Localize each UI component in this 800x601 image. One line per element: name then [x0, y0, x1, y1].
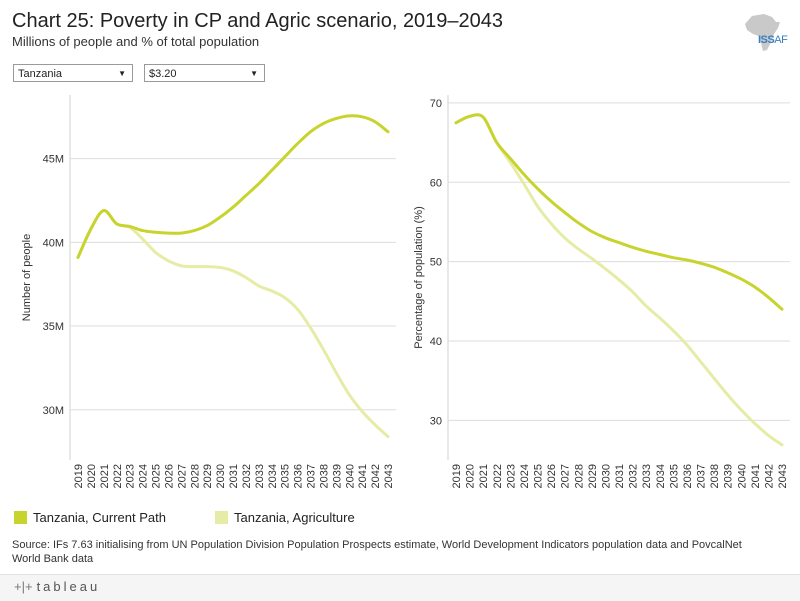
x-tick-label: 2020 — [465, 464, 477, 488]
x-tick-label: 2020 — [86, 464, 98, 488]
x-tick-label: 2037 — [696, 464, 708, 488]
x-tick-label: 2036 — [682, 464, 694, 488]
x-tick-label: 2032 — [628, 464, 640, 488]
x-tick-label: 2035 — [668, 464, 680, 488]
x-tick-label: 2036 — [293, 464, 305, 488]
series-line-current-path[interactable] — [76, 114, 390, 259]
x-tick-label: 2040 — [736, 464, 748, 488]
x-tick-label: 2026 — [546, 464, 558, 488]
x-tick-label: 2022 — [492, 464, 504, 488]
x-tick-label: 2023 — [505, 464, 517, 488]
x-tick-label: 2039 — [723, 464, 735, 488]
x-tick-label: 2024 — [138, 464, 150, 488]
chart-title: Chart 25: Poverty in CP and Agric scenar… — [12, 10, 504, 32]
legend-item-agriculture[interactable]: Tanzania, Agriculture — [215, 510, 355, 525]
africa-map-logo-icon — [745, 14, 780, 51]
legend-label-agriculture: Tanzania, Agriculture — [234, 510, 355, 525]
x-tick-label: 2042 — [370, 464, 382, 488]
tableau-logo[interactable]: +|+ tableau — [14, 579, 100, 594]
x-tick-label: 2027 — [176, 464, 188, 488]
x-tick-label: 2019 — [451, 464, 463, 488]
dropdown-arrow-icon: ▼ — [250, 69, 258, 78]
x-tick-label: 2038 — [318, 464, 330, 488]
y-tick-label: 40M — [43, 237, 64, 249]
x-tick-label: 2029 — [202, 464, 214, 488]
threshold-select-value: $3.20 — [149, 68, 177, 80]
x-tick-label: 2033 — [254, 464, 266, 488]
x-tick-label: 2023 — [125, 464, 137, 488]
x-tick-label: 2025 — [151, 464, 163, 488]
country-select[interactable]: Tanzania ▼ — [13, 64, 133, 82]
source-note: Source: IFs 7.63 initialising from UN Po… — [12, 539, 742, 562]
y-tick-label: 30 — [430, 415, 442, 427]
x-tick-label: 2021 — [478, 464, 490, 488]
x-tick-label: 2024 — [519, 464, 531, 488]
x-tick-label: 2037 — [306, 464, 318, 488]
y-tick-label: 30M — [43, 405, 64, 417]
dropdown-arrow-icon: ▼ — [118, 69, 126, 78]
tableau-footer: +|+ tableau — [0, 574, 800, 601]
x-tick-label: 2028 — [189, 464, 201, 488]
series-line-agriculture[interactable] — [454, 113, 784, 447]
x-tick-label: 2025 — [533, 464, 545, 488]
x-tick-label: 2031 — [614, 464, 626, 488]
x-tick-label: 2041 — [750, 464, 762, 488]
x-tick-label: 2039 — [331, 464, 343, 488]
tableau-plus-icon: +|+ — [14, 579, 33, 594]
y-tick-label: 35M — [43, 321, 64, 333]
x-tick-label: 2041 — [357, 464, 369, 488]
y-tick-label: 50 — [430, 257, 442, 269]
x-tick-label: 2034 — [267, 464, 279, 488]
y-axis-title: Number of people — [21, 234, 33, 321]
legend-label-current-path: Tanzania, Current Path — [33, 510, 166, 525]
x-tick-label: 2038 — [709, 464, 721, 488]
x-tick-label: 2026 — [163, 464, 175, 488]
x-tick-label: 2035 — [280, 464, 292, 488]
y-tick-label: 45M — [43, 154, 64, 166]
legend-swatch-current-path — [14, 511, 27, 524]
chart-subtitle: Millions of people and % of total popula… — [12, 34, 260, 49]
x-tick-label: 2022 — [112, 464, 124, 488]
series-line-current-path[interactable] — [454, 113, 784, 311]
legend-item-current-path[interactable]: Tanzania, Current Path — [14, 510, 166, 525]
x-tick-label: 2028 — [573, 464, 585, 488]
x-tick-label: 2030 — [600, 464, 612, 488]
y-axis-title: Percentage of population (%) — [413, 206, 425, 348]
x-tick-label: 2033 — [641, 464, 653, 488]
x-tick-label: 2021 — [99, 464, 111, 488]
threshold-select[interactable]: $3.20 ▼ — [144, 64, 265, 82]
x-tick-label: 2027 — [560, 464, 572, 488]
y-tick-label: 70 — [430, 98, 442, 110]
country-select-value: Tanzania — [18, 68, 63, 80]
legend-swatch-agriculture — [215, 511, 228, 524]
x-tick-label: 2032 — [241, 464, 253, 488]
x-tick-label: 2043 — [777, 464, 789, 488]
x-tick-label: 2043 — [383, 464, 395, 488]
tableau-brand: tableau — [36, 579, 101, 594]
x-tick-label: 2042 — [763, 464, 775, 488]
x-tick-label: 2030 — [215, 464, 227, 488]
x-tick-label: 2019 — [73, 464, 85, 488]
logo-text: ISSAF — [758, 34, 788, 46]
y-tick-label: 60 — [430, 177, 442, 189]
x-tick-label: 2031 — [228, 464, 240, 488]
x-tick-label: 2040 — [344, 464, 356, 488]
y-tick-label: 40 — [430, 336, 442, 348]
x-tick-label: 2034 — [655, 464, 667, 488]
x-tick-label: 2029 — [587, 464, 599, 488]
